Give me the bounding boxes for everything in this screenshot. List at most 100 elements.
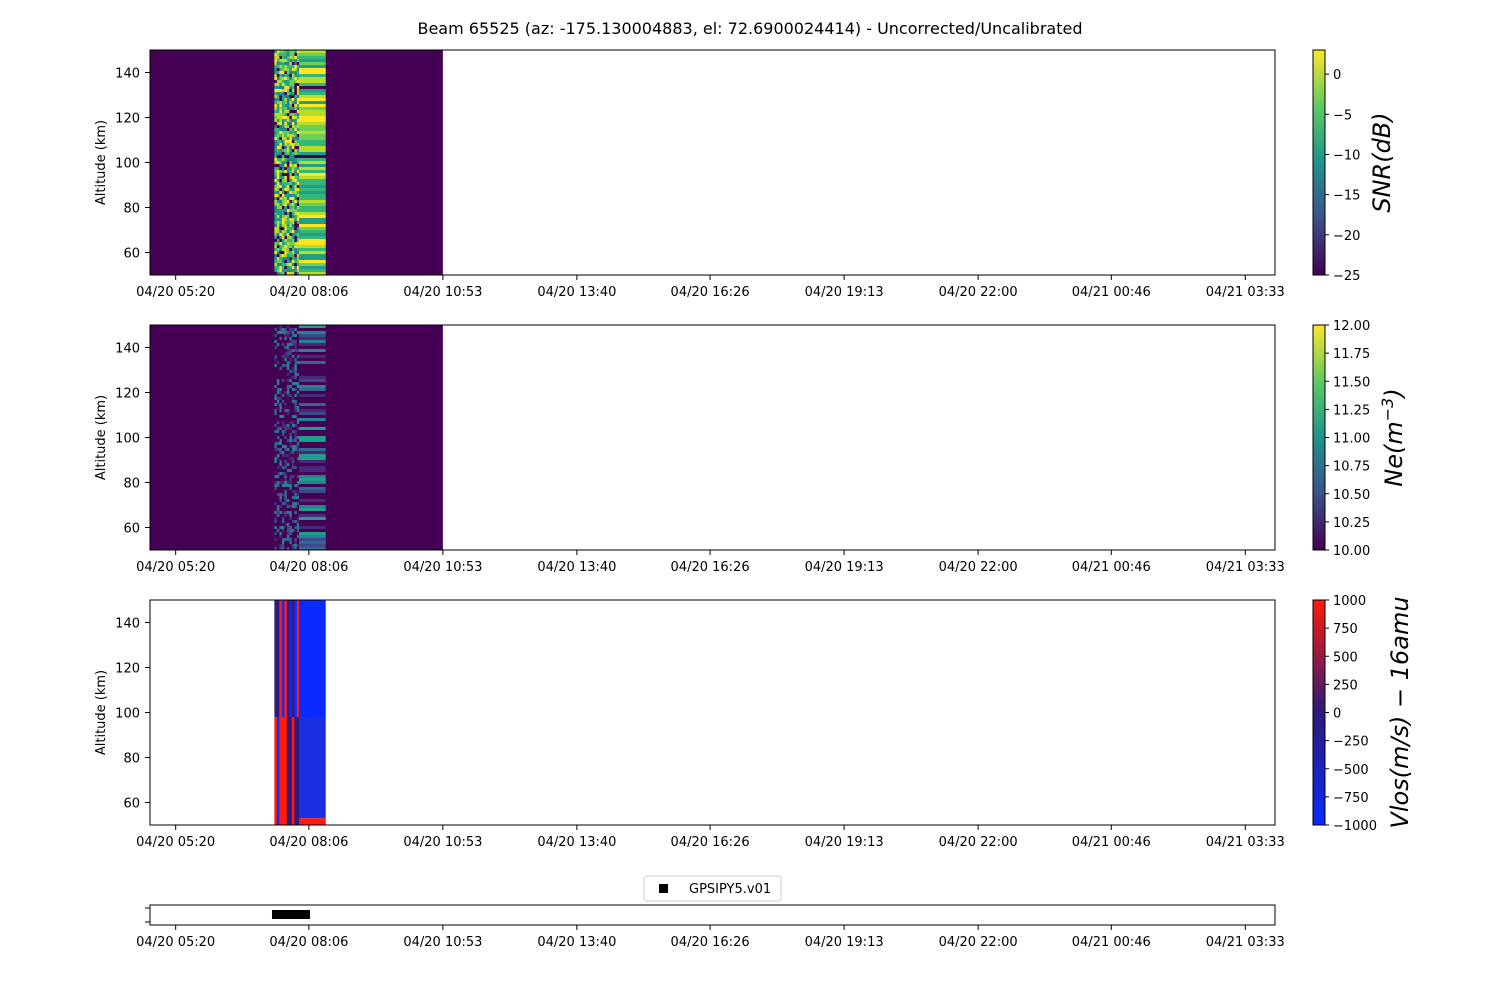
heatmap-cell: [281, 80, 285, 84]
heatmap-cell: [296, 239, 300, 243]
heatmap-cell: [291, 170, 295, 174]
heatmap-cell: [291, 436, 295, 440]
heatmap-cell: [279, 203, 282, 207]
heatmap-cell: [299, 484, 326, 488]
heatmap-cell: [296, 460, 300, 464]
heatmap-cell: [279, 520, 282, 524]
heatmap-cell: [281, 412, 285, 416]
heatmap-cell: [286, 116, 290, 120]
heatmap-cell: [296, 391, 300, 395]
y-tick-label: 100: [115, 432, 140, 447]
heatmap-cell: [291, 454, 295, 458]
heatmap-cell: [289, 493, 292, 497]
heatmap-cell: [274, 152, 277, 156]
heatmap-cell: [284, 445, 287, 449]
heatmap-cell: [291, 128, 295, 132]
heatmap-cell: [299, 379, 326, 383]
heatmap-cell: [286, 538, 290, 542]
heatmap-cell: [294, 95, 297, 99]
heatmap-cell: [294, 185, 297, 189]
heatmap-cell: [279, 260, 282, 264]
heatmap-cell: [291, 484, 295, 488]
heatmap-cell: [291, 502, 295, 506]
heatmap-cell: [284, 442, 287, 446]
heatmap-cell: [299, 358, 326, 362]
heatmap-cell: [291, 439, 295, 443]
heatmap-cell: [294, 125, 297, 129]
heatmap-cell: [291, 152, 295, 156]
heatmap-cell: [289, 191, 292, 195]
heatmap-cell: [281, 508, 285, 512]
heatmap-cell: [291, 95, 295, 99]
heatmap-cell: [299, 415, 326, 419]
heatmap-cell: [289, 400, 292, 404]
heatmap-cell: [294, 242, 297, 246]
heatmap-cell: [294, 50, 297, 54]
heatmap-cell: [276, 143, 280, 147]
heatmap-cell: [284, 251, 287, 255]
heatmap-cell: [296, 224, 300, 228]
heatmap-cell: [274, 415, 277, 419]
heatmap-cell: [289, 502, 292, 506]
heatmap-cell: [279, 418, 282, 422]
heatmap-cell: [274, 544, 277, 548]
heatmap-cell: [291, 71, 295, 75]
heatmap-cell: [276, 110, 280, 114]
heatmap-cell: [296, 260, 300, 264]
heatmap-cell: [289, 505, 292, 509]
heatmap-cell: [274, 346, 277, 350]
heatmap-cell: [291, 538, 295, 542]
heatmap-cell: [291, 469, 295, 473]
heatmap-cell: [296, 140, 300, 144]
heatmap-cell: [296, 203, 300, 207]
heatmap-cell: [289, 517, 292, 521]
heatmap-cell: [281, 493, 285, 497]
heatmap-cell: [299, 364, 326, 368]
x-tick-label: 04/21 00:46: [1072, 935, 1151, 950]
heatmap-cell: [294, 167, 297, 171]
heatmap-cell: [279, 143, 282, 147]
heatmap-cell: [296, 92, 300, 96]
heatmap-cell: [291, 520, 295, 524]
heatmap-cell: [296, 236, 300, 240]
heatmap-cell: [296, 544, 300, 548]
heatmap-cell: [296, 349, 300, 353]
heatmap-cell: [284, 149, 287, 153]
heatmap-cell: [291, 349, 295, 353]
heatmap-cell: [276, 442, 280, 446]
heatmap-cell: [289, 89, 292, 93]
heatmap-cell: [281, 442, 285, 446]
heatmap-cell: [289, 260, 292, 264]
heatmap-cell: [279, 355, 282, 359]
heatmap-cell: [281, 122, 285, 126]
heatmap-cell: [276, 367, 280, 371]
heatmap-cell: [286, 59, 290, 63]
heatmap-cell: [286, 523, 290, 527]
heatmap-cell: [276, 397, 280, 401]
figure-title: Beam 65525 (az: -175.130004883, el: 72.6…: [417, 19, 1082, 38]
heatmap-cell: [284, 59, 287, 63]
heatmap-cell: [296, 230, 300, 234]
heatmap-cell: [279, 71, 282, 75]
heatmap-cell: [291, 104, 295, 108]
heatmap-cell: [289, 367, 292, 371]
heatmap-cell: [299, 352, 326, 356]
heatmap-cell: [279, 89, 282, 93]
heatmap-cell: [299, 343, 326, 347]
heatmap-cell: [276, 170, 280, 174]
heatmap-cell: [286, 415, 290, 419]
heatmap-cell: [296, 191, 300, 195]
heatmap-cell: [281, 98, 285, 102]
heatmap-cell: [296, 442, 300, 446]
heatmap-cell: [279, 490, 282, 494]
heatmap-cell: [294, 230, 297, 234]
heatmap-cell: [294, 535, 297, 539]
heatmap-cell: [296, 367, 300, 371]
heatmap-cell: [299, 50, 326, 54]
heatmap-cell: [296, 439, 300, 443]
heatmap-cell: [291, 421, 295, 425]
heatmap-cell: [289, 137, 292, 141]
heatmap-cell: [276, 140, 280, 144]
heatmap-cell: [281, 361, 285, 365]
heatmap-cell: [284, 439, 287, 443]
